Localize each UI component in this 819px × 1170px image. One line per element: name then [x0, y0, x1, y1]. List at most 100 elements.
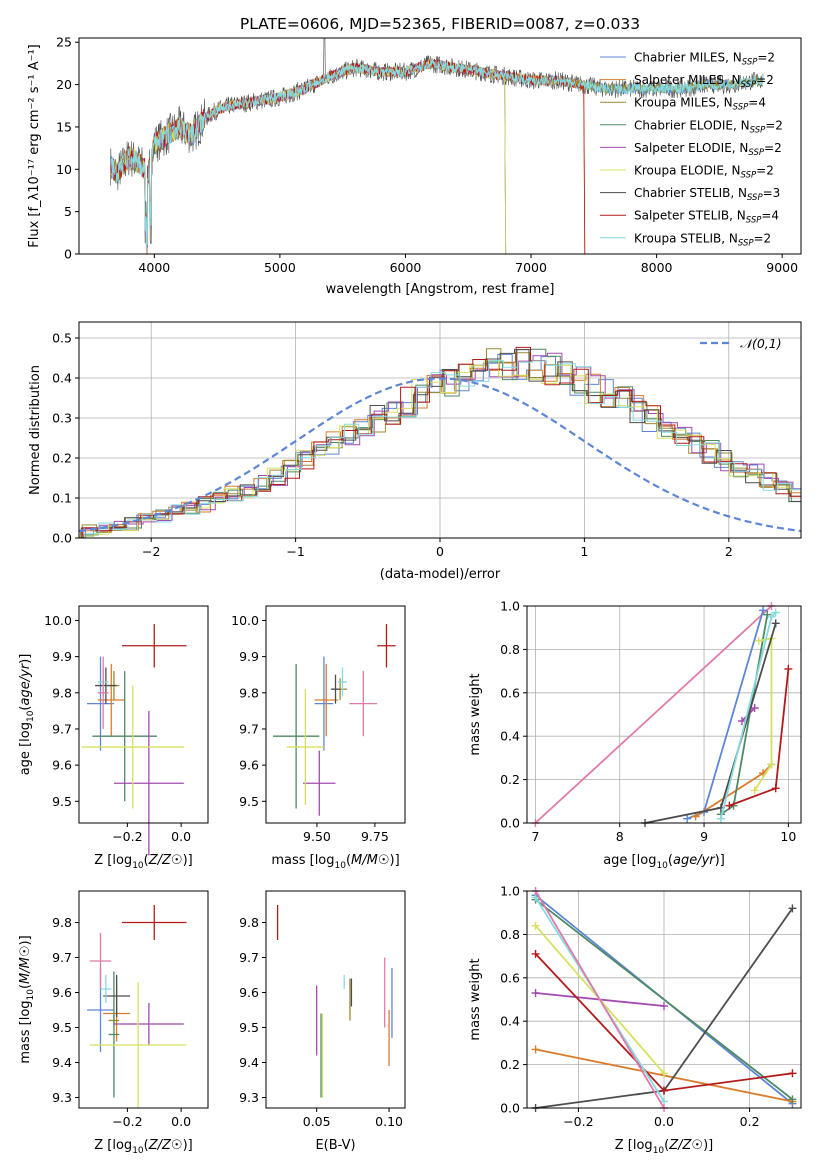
legend-entry: Kroupa ELODIE, NSSP=2: [634, 164, 774, 181]
x-tick-label: −0.2: [112, 829, 142, 844]
plot-frame: [526, 605, 802, 824]
y-tick-label: 15: [56, 119, 72, 134]
legend-entry: Salpeter STELIB, NSSP=4: [634, 209, 779, 226]
plot-frame: [78, 321, 802, 539]
x-tick-label: 5000: [264, 260, 296, 275]
point-marker: [725, 801, 734, 810]
y-tick-label: 10: [56, 162, 72, 177]
y-tick-label: 9.7: [52, 721, 72, 736]
x-axis-label: age [log10(age/yr)]: [603, 853, 725, 871]
weight-vs-Z-panel: −0.2 0.0 0.2 0.0 0.2 0.4 0.6 0.8 1.0 Z [log10(Z/Z…: [468, 884, 802, 1156]
y-tick-label: 20: [56, 77, 72, 92]
y-tick-label: 0.2: [52, 451, 72, 466]
age-vs-mass-panel: 9.50 9.75 9.5 9.6 9.7 9.8 9.9 10.0 mass [log10(M…: [231, 605, 406, 871]
legend: Chabrier MILES, NSSP=2 Salpeter MILES, NS…: [600, 51, 783, 248]
series-line: [534, 890, 665, 1109]
mass-vs-ebv-panel: 0.05 0.10 9.3 9.4 9.5 9.6 9.7 9.8 E(B-V): [239, 890, 406, 1153]
y-tick-label: 9.8: [52, 915, 72, 930]
weight-vs-age-panel: 7 8 9 10 0.0 0.2 0.4 0.6 0.8 1.0 age [log10(age/yr…: [468, 599, 802, 871]
y-tick-label: 0.2: [500, 1057, 520, 1072]
y-tick-label: 10.0: [231, 613, 259, 628]
y-tick-label: 9.5: [52, 1020, 72, 1035]
legend-entry: Kroupa MILES, NSSP=4: [634, 96, 766, 113]
y-tick-label: 25: [56, 35, 72, 50]
point-marker: [660, 1002, 668, 1011]
y-tick-label: 9.5: [239, 794, 259, 809]
point-marker: [771, 619, 780, 628]
y-axis-label: mass [log10(M/M☉)]: [18, 935, 36, 1063]
y-tick-label: 1.0: [500, 884, 520, 899]
y-tick-label: 9.8: [52, 685, 72, 700]
x-tick-label: 9.75: [361, 829, 389, 844]
point-marker: [716, 814, 725, 823]
plot-frame: [78, 37, 802, 255]
x-axis-label: wavelength [Angstrom, rest frame]: [326, 282, 555, 297]
y-axis-label: Flux [f_λ10⁻¹⁷ erg cm⁻² s⁻¹ A⁻¹]: [27, 44, 42, 248]
y-tick-label: 9.9: [239, 649, 259, 664]
y-axis-label: age [log10(age/yr)]: [18, 654, 36, 776]
normal-curve: [79, 377, 801, 533]
x-tick-label: 10: [780, 829, 796, 844]
point-marker: [531, 949, 540, 958]
x-tick-label: 7000: [515, 260, 547, 275]
point-marker: [767, 760, 776, 769]
point-marker: [683, 814, 692, 823]
legend-entry: Chabrier ELODIE, NSSP=2: [634, 118, 783, 135]
x-tick-label: 9: [700, 829, 708, 844]
y-tick-label: 9.8: [239, 685, 259, 700]
series-line: [535, 898, 793, 1101]
y-tick-label: 9.6: [239, 758, 259, 773]
x-tick-label: 0.2: [740, 1114, 760, 1129]
spectrum-line: [110, 58, 586, 254]
point-marker: [788, 904, 797, 913]
point-marker: [660, 1086, 668, 1095]
y-tick-label: 0.0: [500, 1101, 520, 1116]
y-tick-label: 9.6: [52, 985, 72, 1000]
y-tick-label: 0.2: [500, 772, 520, 787]
spectrum-line: [110, 58, 764, 252]
point-marker: [531, 921, 540, 930]
series-line: [753, 637, 773, 791]
histogram: [79, 360, 801, 538]
x-tick-label: 7: [531, 829, 539, 844]
x-tick-label: −0.2: [112, 1114, 142, 1129]
y-tick-label: 0.6: [500, 970, 520, 985]
y-tick-label: 0.4: [500, 729, 520, 744]
histogram: [84, 360, 801, 538]
histogram: [82, 346, 801, 538]
y-tick-label: 0.0: [52, 531, 72, 546]
y-tick-label: 9.3: [239, 1090, 259, 1105]
y-tick-label: 0.8: [500, 642, 520, 657]
spectrum-panel: 4000 5000 6000 7000 8000 9000 0 5 10 15 20 25 wavele…: [27, 35, 802, 297]
y-tick-label: 0.0: [500, 816, 520, 831]
plot-frame: [526, 890, 802, 1109]
point-marker: [788, 1095, 797, 1104]
y-axis-label: mass weight: [468, 958, 483, 1040]
y-tick-label: 0.3: [52, 411, 72, 426]
x-axis-label: (data-model)/error: [380, 567, 501, 582]
spectrum-lines: [110, 38, 764, 254]
point-marker: [784, 664, 793, 673]
point-marker: [531, 988, 540, 997]
series-line: [534, 605, 773, 824]
x-axis-label: Z [log10(Z/Z☉)]: [94, 1138, 192, 1156]
point-marker: [660, 1069, 668, 1078]
point-marker: [754, 636, 763, 645]
point-marker: [767, 612, 776, 621]
y-tick-label: 9.8: [239, 915, 259, 930]
y-tick-label: 0.5: [52, 331, 72, 346]
x-tick-label: −1: [286, 544, 304, 559]
x-tick-label: 9000: [766, 260, 798, 275]
plot-frame: [265, 890, 406, 1109]
histogram: [80, 349, 801, 538]
y-tick-label: 5: [64, 204, 72, 219]
mass-vs-Z-panel: −0.2 0.0 9.3 9.4 9.5 9.6 9.7 9.8 Z [log10(Z/Z☉)]…: [18, 890, 209, 1156]
residuals-panel: −2 −1 0 1 2 0.0 0.1 0.2 0.3 0.4 0.5 𝒩(0,1) (data-mod…: [28, 321, 802, 582]
y-tick-label: 9.4: [52, 1055, 72, 1070]
x-tick-label: 9.50: [303, 829, 331, 844]
y-tick-label: 9.4: [239, 1055, 259, 1070]
y-tick-label: 9.3: [52, 1090, 72, 1105]
plot-frame: [78, 890, 209, 1109]
x-tick-label: 0.0: [171, 1114, 191, 1129]
